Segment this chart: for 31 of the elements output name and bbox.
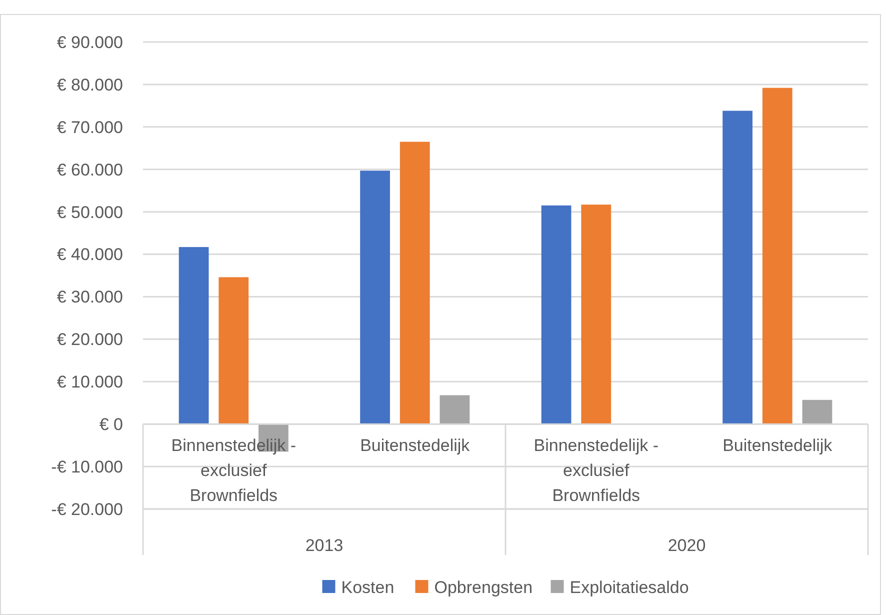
bar (722, 110, 752, 424)
y-tick-label: € 30.000 (56, 288, 123, 307)
y-tick-label: -€ 10.000 (51, 457, 123, 476)
y-tick-label: € 60.000 (56, 160, 123, 180)
bar (360, 170, 390, 424)
x-tick-label: Binnenstedelijk - exclusief Brownfields (534, 436, 658, 506)
bar (440, 395, 470, 424)
y-tick-label: € 20.000 (56, 330, 123, 350)
bar (178, 247, 209, 424)
bar (400, 142, 430, 424)
bar (762, 88, 792, 424)
legend-label: Exploitatiesaldo (570, 578, 689, 597)
text: 2013 (305, 536, 344, 555)
y-tick-label: € 40.000 (56, 245, 123, 264)
x-tick-label: Buitenstedelijk (360, 436, 470, 456)
x-tick-label: Binnenstedelijk - exclusief Brownfields (171, 436, 296, 506)
legend-label: Kosten (341, 578, 394, 597)
x-tick-label: Buitenstedelijk (722, 436, 833, 456)
bar (218, 277, 249, 424)
y-tick-label: € 70.000 (56, 118, 123, 137)
y-tick-label: € 90.000 (56, 32, 123, 52)
bar (541, 205, 572, 424)
y-tick-label: € 10.000 (56, 372, 123, 392)
legend-label: Opbrengsten (434, 578, 533, 597)
y-tick-label: € 50.000 (56, 202, 123, 222)
text: 2020 (668, 536, 706, 555)
y-tick-label: € 0 (99, 415, 123, 434)
y-tick-label: € 80.000 (56, 75, 123, 94)
y-tick-label: -€ 20.000 (51, 500, 123, 519)
bar (802, 400, 832, 424)
bar (581, 204, 612, 424)
